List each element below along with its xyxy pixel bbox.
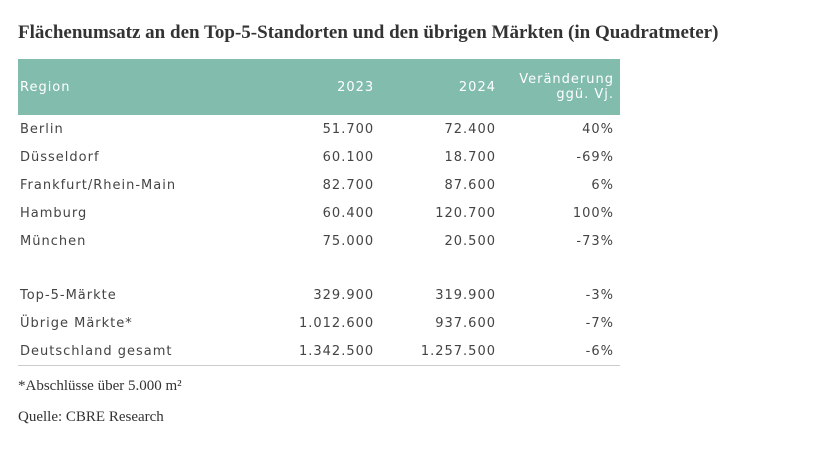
row: Übrige Märkte* 1.012.600 937.600 -7% [18, 309, 620, 337]
cell: 18.700 [444, 149, 496, 165]
spacer [18, 255, 620, 281]
cell: 60.100 [322, 149, 375, 165]
column-header: 2023 [258, 59, 381, 115]
footnote: *Abschlüsse über 5.000 m² [18, 378, 182, 394]
cell: 319.900 [435, 287, 496, 303]
source: Quelle: CBRE Research [18, 409, 164, 425]
title: Flächenumsatz an den Top-5-Standorten un… [18, 22, 719, 43]
row: Berlin 51.700 72.400 40% [18, 115, 620, 143]
column-header: Region [18, 59, 259, 115]
cell: Deutschland gesamt [18, 337, 259, 366]
cell: 1.342.500 [258, 337, 381, 366]
cell: -73% [576, 233, 614, 249]
table: Region 2023 2024 Veränderung ggü. Vj. Berli… [18, 59, 620, 366]
column-header: Veränderung ggü. Vj. [502, 59, 620, 115]
cell: 40% [582, 121, 614, 137]
cell: 87.600 [444, 177, 496, 193]
cell: -69% [576, 149, 614, 165]
cell: 82.700 [322, 177, 375, 193]
row: Hamburg 60.400 120.700 100% [18, 199, 620, 227]
row: Deutschland gesamt 1.342.500 1.257.500 -6% [18, 337, 620, 366]
row: Düsseldorf 60.100 18.700 -69% [18, 143, 620, 171]
cell: 329.900 [313, 287, 375, 303]
cell: Berlin [20, 121, 64, 137]
cell: München [20, 233, 87, 249]
row: Top-5-Märkte 329.900 319.900 -3% [18, 281, 620, 309]
cell: Frankfurt/Rhein-Main [20, 177, 177, 193]
cell: 75.000 [322, 233, 375, 249]
cell: 1.012.600 [298, 315, 375, 331]
cell: -3% [585, 287, 614, 303]
cell: 51.700 [322, 121, 375, 137]
cell: 20.500 [444, 233, 496, 249]
cell: -7% [585, 315, 614, 331]
cell: 120.700 [435, 205, 496, 221]
cell: Übrige Märkte* [20, 315, 133, 331]
spacer-cell [18, 255, 620, 281]
table-body: Berlin 51.700 72.400 40% Düsseldorf 60.100 18.… [18, 115, 620, 366]
cell: 937.600 [435, 315, 496, 331]
cell: Düsseldorf [20, 149, 100, 165]
row: München 75.000 20.500 -73% [18, 227, 620, 255]
cell: -6% [502, 337, 620, 366]
cell: 100% [572, 205, 614, 221]
cell: Hamburg [20, 205, 88, 221]
column-header: 2024 [380, 59, 502, 115]
cell: 1.257.500 [380, 337, 502, 366]
header-row: Region 2023 2024 Veränderung ggü. Vj. [18, 59, 620, 115]
row: Frankfurt/Rhein-Main 82.700 87.600 6% [18, 171, 620, 199]
cell: 60.400 [322, 205, 375, 221]
cell: Top-5-Märkte [20, 287, 117, 303]
cell: 72.400 [444, 121, 496, 137]
cell: 6% [591, 177, 614, 193]
